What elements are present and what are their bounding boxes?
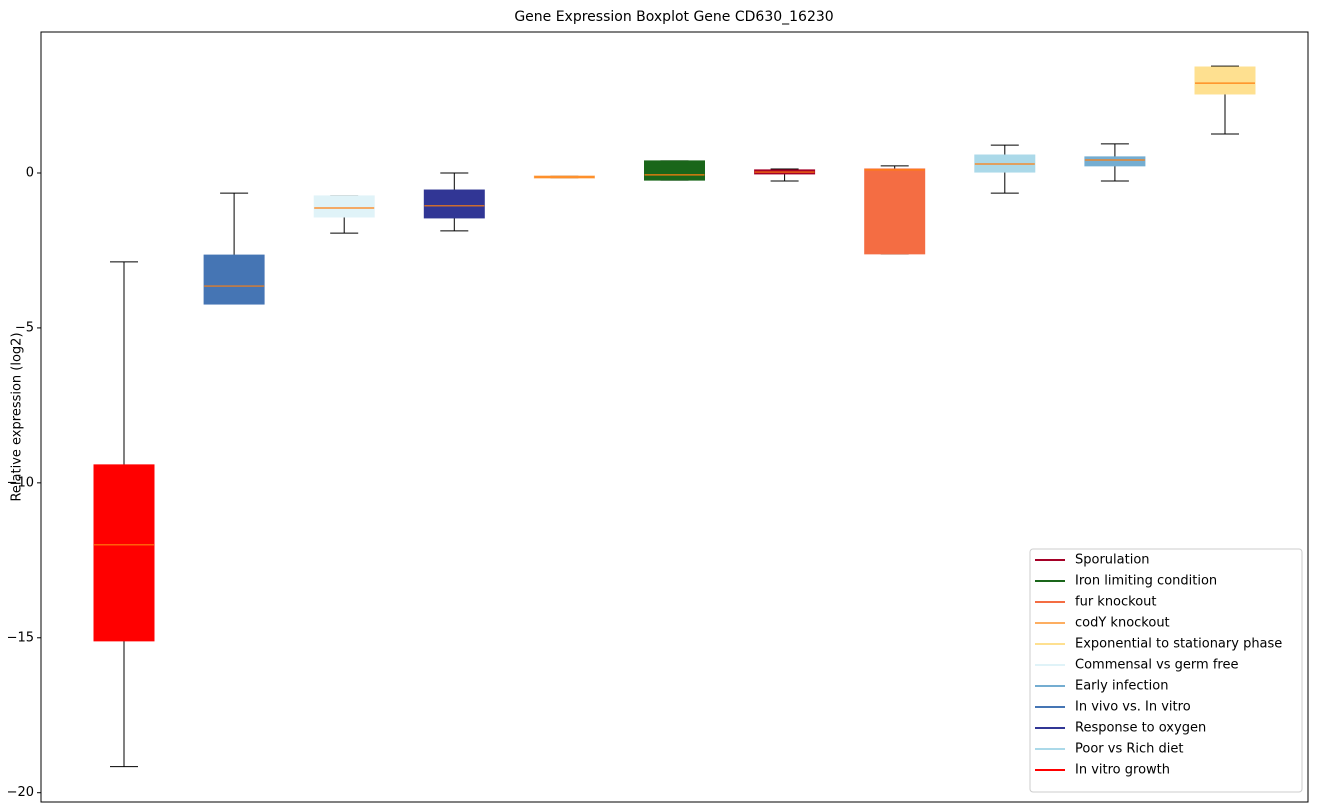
legend-label: In vivo vs. In vitro: [1075, 700, 1191, 715]
y-tick-label: −10: [7, 475, 34, 490]
box: [203, 254, 265, 305]
legend: Sporulation Iron limiting condition fur kn…: [1029, 548, 1303, 793]
legend-label: Response to oxygen: [1075, 721, 1206, 736]
box: [1084, 156, 1146, 167]
legend-frame: [1029, 548, 1303, 793]
box: [93, 464, 155, 642]
legend-label: In vitro growth: [1075, 763, 1170, 778]
box: [644, 160, 705, 181]
legend-label: Poor vs Rich diet: [1075, 742, 1183, 757]
legend-label: fur knockout: [1075, 595, 1157, 610]
box: [313, 195, 375, 218]
legend-label: Iron limiting condition: [1075, 574, 1217, 589]
y-tick-label: −5: [15, 320, 34, 335]
chart-title: Gene Expression Boxplot Gene CD630_16230: [514, 9, 833, 25]
legend-label: Commensal vs germ free: [1075, 658, 1238, 673]
plot-frame: [40, 31, 1309, 803]
legend-label: codY knockout: [1075, 616, 1170, 631]
box: [1194, 66, 1256, 95]
legend-label: Early infection: [1075, 679, 1168, 694]
box: [423, 189, 485, 219]
y-tick-label: −15: [7, 630, 34, 645]
y-tick-label: −20: [7, 785, 34, 800]
y-tick-label: 0: [26, 165, 34, 180]
legend-label: Sporulation: [1075, 553, 1150, 568]
box: [864, 168, 926, 255]
y-axis-label: Relative expression (log2): [10, 332, 25, 501]
legend-label: Exponential to stationary phase: [1075, 637, 1282, 652]
